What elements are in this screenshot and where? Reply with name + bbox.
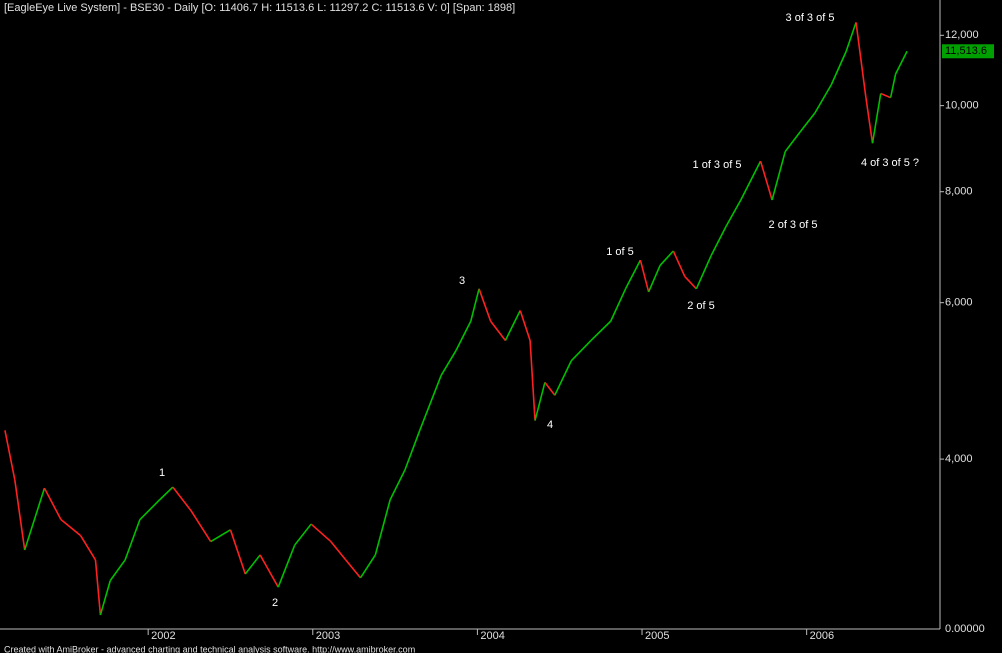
price-segment [529,340,536,421]
x-tick-label: 2006 [810,630,834,642]
price-segment [830,51,847,85]
annotation: 2 of 5 [687,300,715,312]
price-segment [210,529,231,543]
price-segment [489,320,507,341]
price-segment [94,559,102,616]
price-segment [639,259,650,293]
price-segment [647,265,661,293]
chart-title: [EagleEye Live System] - BSE30 - Daily [… [4,2,515,14]
price-segment [99,580,112,616]
price-segment [710,226,727,256]
price-segment [310,523,332,543]
annotation: 2 of 3 of 5 [769,219,818,231]
price-segment [359,554,377,579]
footer: Created with AmiBroker - advanced charti… [4,644,415,653]
price-segment [740,160,762,201]
price-segment [554,360,572,396]
price-segment [389,469,406,501]
annotation: 4 of 3 of 5 ? [861,157,919,169]
annotation: 1 of 3 of 5 [693,159,742,171]
price-segment [470,288,480,322]
price-segment [159,486,174,501]
x-tick-label: 2005 [645,630,669,642]
price-segment [624,259,642,290]
price-segment [60,518,82,537]
last-price-label: 11,513.6 [945,45,987,57]
price-segment [14,479,26,551]
price-segment [124,519,141,561]
y-axis-bottom-label: 0.00000 [945,623,985,635]
price-segment [590,320,612,342]
price-segment [419,375,442,431]
price-segment [610,288,627,322]
price-segment [374,499,391,556]
y-tick-label: 12,000 [945,29,979,41]
price-segment [404,430,421,471]
last-price-box [942,44,994,59]
price-segment [544,381,556,396]
price-segment [4,430,16,481]
price-segment [845,22,857,52]
price-segment [244,554,261,575]
y-tick-label: 10,000 [945,100,979,112]
annotation: 3 [459,275,465,287]
price-segment [440,350,457,376]
price-segment [725,199,742,227]
x-tick-label: 2003 [316,630,340,642]
annotation: 1 of 5 [606,246,634,258]
price-segment [534,382,546,421]
price-segment [684,276,697,290]
price-segment [23,487,46,551]
price-segment [894,50,908,75]
price-segment [519,310,531,341]
price-segment [759,160,773,201]
x-tick-label: 2002 [151,630,175,642]
price-segment [172,486,192,512]
price-segment [259,554,279,588]
price-segment [814,84,833,114]
y-tick-label: 4,000 [945,453,973,465]
price-segment [659,250,674,266]
price-segment [672,250,686,277]
price-segment [504,310,521,341]
price-segment [330,541,347,561]
price-segment [799,112,816,133]
price-segment [229,529,247,575]
y-tick-label: 8,000 [945,186,973,198]
annotation: 1 [159,467,165,479]
annotation: 2 [272,597,278,609]
price-segment [695,255,712,290]
price-segment [345,559,362,579]
price-segment [139,499,161,521]
price-segment [294,523,312,546]
price-segment [79,535,97,561]
x-tick-label: 2004 [480,630,504,642]
price-segment [109,559,126,581]
price-segment [455,320,472,351]
price-segment [478,288,492,322]
price-segment [771,151,787,201]
price-segment [277,544,296,588]
price-segment [855,22,867,98]
price-segment [784,131,801,152]
price-segment [871,93,882,144]
price-segment [570,339,592,362]
annotation: 3 of 3 of 5 [786,12,835,24]
price-segment [889,73,897,98]
price-segment [190,510,212,543]
annotation: 4 [547,419,553,431]
y-tick-label: 6,000 [945,297,973,309]
price-segment [880,92,891,99]
price-segment [865,97,874,144]
price-segment [43,487,62,520]
